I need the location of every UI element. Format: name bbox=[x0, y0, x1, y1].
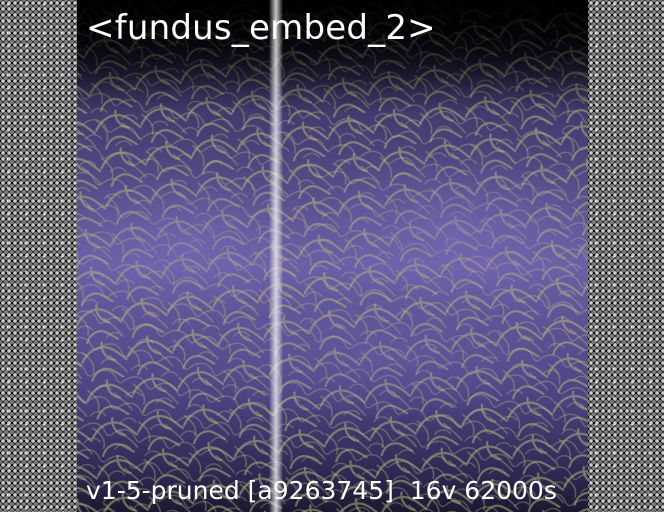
generated-image bbox=[77, 0, 588, 512]
fundus-texture bbox=[77, 0, 588, 512]
image-title: <fundus_embed_2> bbox=[86, 8, 436, 48]
left-noise-panel bbox=[0, 0, 77, 512]
right-noise-panel bbox=[588, 0, 664, 512]
model-caption: v1-5-pruned [a9263745] 16v 62000s bbox=[86, 476, 557, 505]
